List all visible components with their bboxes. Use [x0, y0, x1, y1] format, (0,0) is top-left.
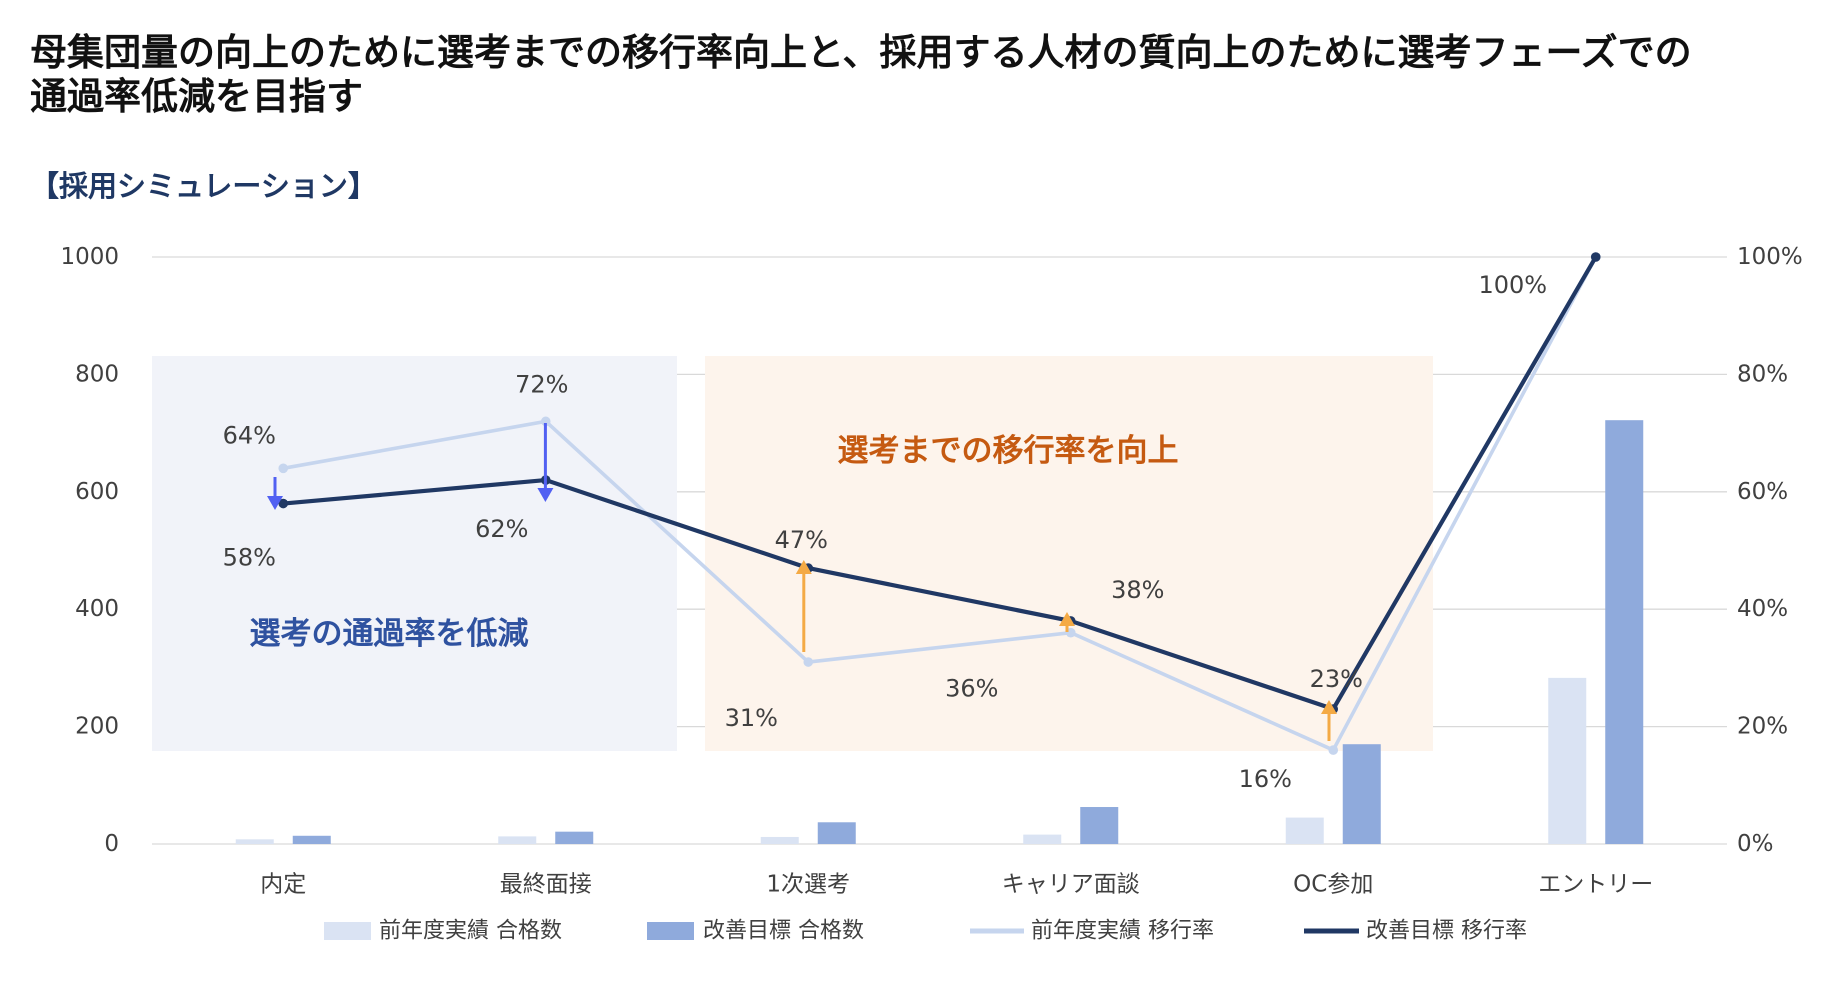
y-right-tick-label-1: 20%: [1737, 714, 1788, 740]
legend-item-target-rate: 改善目標 移行率: [1304, 919, 1527, 944]
point-previous-rate-2: [803, 657, 814, 667]
page-title-line-1: 母集団量の向上のために選考までの移行率向上と、採用する人材の質向上のために選考フ…: [30, 31, 1692, 74]
y-left-tick-label-5: 1000: [60, 244, 119, 270]
legend-item-target-passed: 改善目標 合格数: [647, 919, 864, 944]
page-title: 母集団量の向上のために選考までの移行率向上と、採用する人材の質向上のために選考フ…: [30, 31, 1692, 119]
y-right-tick-label-5: 100%: [1737, 244, 1803, 270]
y-right-tick-label-3: 60%: [1737, 479, 1788, 505]
data-label-target-rate-4: 23%: [1310, 665, 1363, 693]
y-left-tick-label-4: 800: [75, 361, 119, 387]
pass-rate-reduction-annotation: 選考の通過率を低減: [250, 616, 529, 652]
data-label-target-rate-1: 62%: [475, 515, 528, 543]
bar-previous-passed-3: [1023, 834, 1062, 844]
y-left-tick-label-2: 400: [75, 596, 119, 622]
pass-rate-reduction-region: [152, 356, 677, 751]
line-series: [278, 252, 1601, 755]
page-title-line-2: 通過率低減を目指す: [30, 75, 363, 118]
left-axis-tick-labels: 0 200 400 600 800 1000: [60, 244, 119, 857]
point-previous-rate-1: [540, 416, 551, 427]
point-target-rate-5: [1590, 252, 1601, 262]
category-axis-labels: 内定 最終面接 1次選考 キャリア面談 OC参加 エントリー: [260, 872, 1653, 898]
category-label-4: OC参加: [1293, 872, 1373, 898]
data-label-previous-rate-2: 31%: [725, 704, 778, 732]
legend-item-previous-rate: 前年度実績 移行率: [970, 919, 1214, 944]
y-left-tick-label-1: 200: [75, 714, 119, 740]
annotation-regions: [152, 356, 1433, 751]
data-label-previous-rate-4: 16%: [1239, 765, 1292, 793]
line-previous-rate: [282, 256, 1598, 752]
y-left-tick-label-0: 0: [104, 831, 119, 857]
right-axis-tick-labels: 0% 20% 40% 60% 80% 100%: [1737, 244, 1803, 857]
y-right-tick-label-0: 0%: [1737, 831, 1774, 857]
bar-previous-passed-4: [1285, 817, 1324, 844]
decrease-arrow-final-interview: [537, 423, 554, 502]
bar-previous-passed-2: [760, 836, 799, 844]
increase-arrow-oc-participation: [1321, 700, 1337, 741]
bar-target-passed-3: [1080, 807, 1119, 844]
data-label-target-rate-0: 58%: [223, 544, 276, 572]
bar-target-passed-4: [1342, 744, 1381, 844]
category-label-0: 内定: [260, 872, 306, 898]
legend-label-target-passed: 改善目標 合格数: [703, 919, 864, 944]
change-arrows: [267, 423, 1337, 741]
category-label-1: 最終面接: [500, 872, 592, 898]
bar-series: [235, 420, 1644, 844]
chart-legend: 前年度実績 合格数 改善目標 合格数 前年度実績 移行率 改善目標 移行率: [324, 919, 1527, 944]
category-label-3: キャリア面談: [1002, 872, 1140, 898]
bar-target-passed-5: [1605, 420, 1644, 844]
y-left-tick-label-3: 600: [75, 479, 119, 505]
data-label-previous-rate-3: 36%: [945, 675, 998, 703]
legend-label-target-rate: 改善目標 移行率: [1366, 919, 1527, 944]
data-label-target-rate-5: 100%: [1478, 271, 1547, 299]
bar-previous-passed-5: [1548, 677, 1587, 844]
y-right-tick-label-2: 40%: [1737, 596, 1788, 622]
line-target-rate: [283, 255, 1598, 712]
legend-item-previous-passed: 前年度実績 合格数: [324, 919, 562, 944]
decrease-arrow-naitei: [267, 477, 283, 510]
bar-previous-passed-0: [235, 839, 274, 844]
bar-target-passed-1: [555, 831, 594, 844]
y-right-tick-label-4: 80%: [1737, 361, 1788, 387]
increase-arrow-first-screening: [795, 560, 812, 652]
data-label-previous-rate-0: 64%: [223, 421, 276, 449]
legend-label-previous-passed: 前年度実績 合格数: [379, 919, 562, 944]
point-target-rate-0: [278, 498, 289, 509]
category-label-5: エントリー: [1538, 872, 1653, 898]
data-label-previous-rate-1: 72%: [515, 370, 568, 398]
data-label-target-rate-3: 38%: [1111, 576, 1164, 604]
increase-arrow-career-interview: [1059, 612, 1075, 632]
bar-previous-passed-1: [498, 836, 537, 844]
legend-swatch-target-passed: [647, 922, 694, 940]
transition-rate-improvement-annotation: 選考までの移行率を向上: [838, 433, 1179, 469]
transition-rate-improvement-region: [705, 356, 1433, 751]
category-label-2: 1次選考: [766, 872, 850, 898]
bar-target-passed-0: [292, 835, 331, 844]
point-previous-rate-0: [278, 463, 289, 474]
section-subtitle: 【採用シミュレーション】: [30, 169, 377, 203]
legend-label-previous-rate: 前年度実績 移行率: [1031, 919, 1214, 944]
legend-swatch-previous-passed: [324, 922, 371, 940]
bar-target-passed-2: [817, 822, 856, 844]
data-label-target-rate-2: 47%: [775, 526, 828, 554]
data-labels: 64% 72% 31% 36% 16% 58% 62% 47% 38% 23% 100%: [223, 271, 1547, 793]
point-previous-rate-4: [1328, 745, 1339, 755]
